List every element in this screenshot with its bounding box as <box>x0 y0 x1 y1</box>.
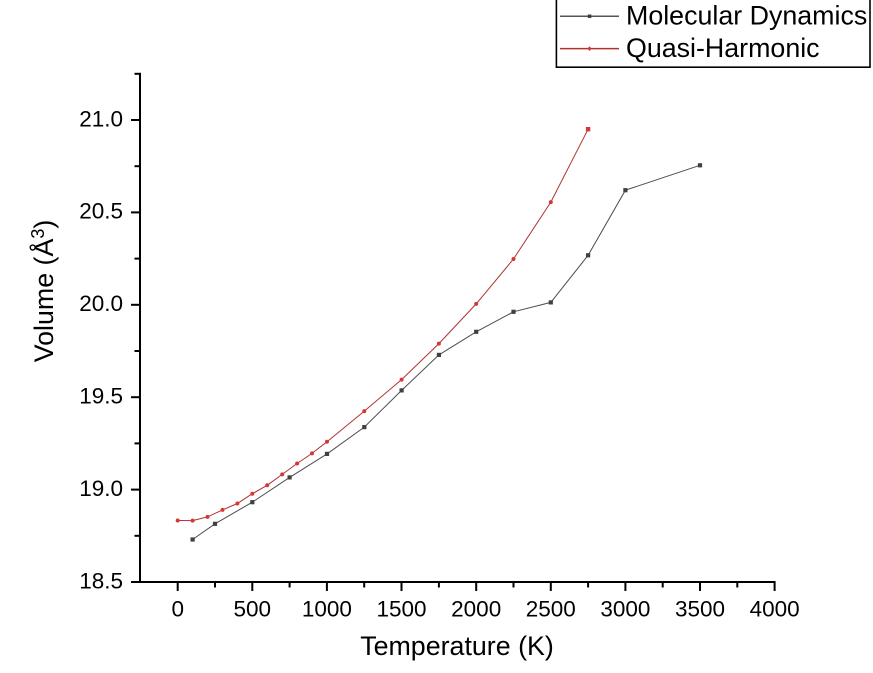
svg-text:3500: 3500 <box>675 597 725 622</box>
svg-text:1000: 1000 <box>302 597 352 622</box>
svg-text:4000: 4000 <box>750 597 800 622</box>
svg-text:Volume (Å3): Volume (Å3) <box>28 220 59 363</box>
svg-text:19.0: 19.0 <box>79 476 123 501</box>
svg-text:21.0: 21.0 <box>79 106 123 131</box>
svg-text:19.5: 19.5 <box>79 384 123 409</box>
svg-text:3000: 3000 <box>600 597 650 622</box>
svg-text:Molecular Dynamics: Molecular Dynamics <box>626 0 867 30</box>
svg-text:Quasi-Harmonic: Quasi-Harmonic <box>626 33 820 63</box>
svg-text:500: 500 <box>234 597 272 622</box>
svg-text:Temperature (K): Temperature (K) <box>360 631 554 661</box>
svg-text:20.0: 20.0 <box>79 291 123 316</box>
svg-text:2000: 2000 <box>451 597 501 622</box>
svg-text:20.5: 20.5 <box>79 199 123 224</box>
svg-text:18.5: 18.5 <box>79 568 123 593</box>
svg-text:0: 0 <box>171 597 184 622</box>
svg-text:2500: 2500 <box>526 597 576 622</box>
svg-text:1500: 1500 <box>376 597 426 622</box>
